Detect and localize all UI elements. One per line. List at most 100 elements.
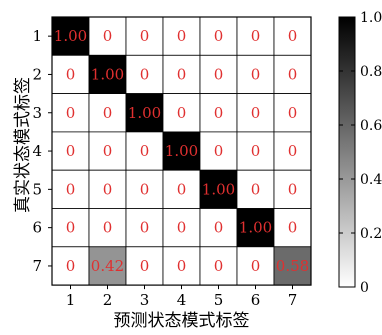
- cell-value-label: 0: [66, 65, 76, 83]
- cell-value-label: 0: [177, 65, 187, 83]
- cell-value-label: 0: [288, 180, 298, 198]
- x-tick-label: 4: [177, 291, 187, 309]
- colorbar-ticks: 0 0.2 0.4 0.6 0.8 1.0: [339, 10, 382, 296]
- heatmap-cell: [273, 54, 312, 94]
- heatmap-cell: [125, 169, 164, 209]
- cell-value-label: 0: [103, 104, 113, 122]
- cell-value-label: 0: [214, 257, 224, 275]
- y-tick-label: 7: [32, 257, 42, 275]
- cell-value-label: 0: [251, 65, 261, 83]
- heatmap-cell: [199, 54, 238, 94]
- colorbar-tick-label: 0.8: [360, 64, 382, 80]
- heatmap-cell: [162, 246, 201, 286]
- y-tick-label: 1: [32, 27, 42, 45]
- cell-value-label: 1.00: [239, 219, 272, 237]
- cell-value-label: 1.00: [202, 180, 235, 198]
- x-axis-title: 预测状态模式标签: [114, 311, 250, 331]
- cell-value-label: 0: [251, 142, 261, 160]
- cell-value-label: 0: [177, 219, 187, 237]
- heatmap-cell: [125, 54, 164, 94]
- heatmap-cell-labels: 1.00 0 0 0 0 0 0 0 1.00 0 0 0 0 0 0 0 1.00 0 0 0 0 0 0 0 1.00 0 0 0…: [54, 27, 309, 275]
- cell-value-label: 0: [214, 142, 224, 160]
- colorbar-tick-label: 0.6: [360, 118, 382, 134]
- cell-value-label: 0: [140, 27, 150, 45]
- cell-value-label: 0: [177, 180, 187, 198]
- colorbar-tick-label: 0.2: [360, 226, 382, 242]
- y-axis-title: 真实状态模式标签: [13, 77, 33, 213]
- heatmap-cell: [273, 208, 312, 248]
- heatmap-cell: [273, 131, 312, 171]
- colorbar-tick-label: 0.4: [360, 172, 382, 188]
- cell-value-label: 0: [288, 27, 298, 45]
- cell-value-label: 0: [140, 142, 150, 160]
- heatmap-cell: [88, 16, 127, 56]
- x-tick-label: 2: [103, 291, 113, 309]
- cell-value-label: 1.00: [165, 142, 198, 160]
- cell-value-label: 0: [66, 142, 76, 160]
- heatmap-cell: [162, 208, 201, 248]
- cell-value-label: 0: [140, 257, 150, 275]
- heatmap-cell: [51, 131, 90, 171]
- y-tick-label: 3: [32, 104, 42, 122]
- cell-value-label: 0: [251, 180, 261, 198]
- heatmap-cell: [51, 208, 90, 248]
- cell-value-label: 0: [251, 257, 261, 275]
- x-tick-label: 1: [66, 291, 76, 309]
- y-tick-label: 4: [32, 142, 42, 160]
- heatmap-cell: [236, 131, 275, 171]
- heatmap-cell: [236, 93, 275, 133]
- cell-value-label: 0: [288, 65, 298, 83]
- cell-value-label: 0.58: [276, 257, 309, 275]
- y-axis-ticks: 1 2 3 4 5 6 7: [32, 27, 52, 275]
- heatmap-cell: [273, 93, 312, 133]
- cell-value-label: 0: [103, 180, 113, 198]
- cell-value-label: 0: [251, 104, 261, 122]
- heatmap-cell: [199, 208, 238, 248]
- cell-value-label: 0.42: [91, 257, 124, 275]
- heatmap-cell: [125, 93, 164, 133]
- x-tick-label: 7: [288, 291, 298, 309]
- x-axis-ticks: 1 2 3 4 5 6 7: [66, 285, 298, 309]
- cell-value-label: 0: [214, 65, 224, 83]
- cell-value-label: 0: [140, 219, 150, 237]
- cell-value-label: 0: [103, 219, 113, 237]
- cell-value-label: 0: [214, 104, 224, 122]
- cell-value-label: 0: [177, 257, 187, 275]
- cell-value-label: 0: [214, 219, 224, 237]
- heatmap-cell: [199, 93, 238, 133]
- colorbar: [338, 16, 356, 288]
- y-tick-label: 2: [32, 65, 42, 83]
- heatmap-cell: [199, 246, 238, 286]
- y-tick-label: 5: [32, 180, 42, 198]
- cell-value-label: 0: [177, 104, 187, 122]
- cell-value-label: 0: [66, 180, 76, 198]
- heatmap-cell: [273, 246, 312, 286]
- cell-value-label: 0: [288, 104, 298, 122]
- cell-value-label: 0: [214, 27, 224, 45]
- cell-value-label: 0: [66, 104, 76, 122]
- heatmap-cell: [51, 16, 90, 56]
- cell-value-label: 0: [140, 180, 150, 198]
- heatmap-cell: [51, 246, 90, 286]
- cell-value-label: 0: [103, 142, 113, 160]
- cell-value-label: 0: [251, 27, 261, 45]
- colorbar-tick-label: 1.0: [360, 10, 382, 26]
- cell-value-label: 0: [140, 65, 150, 83]
- x-tick-label: 5: [214, 291, 224, 309]
- cell-value-label: 0: [177, 27, 187, 45]
- x-tick-label: 3: [140, 291, 150, 309]
- cell-value-label: 0: [66, 257, 76, 275]
- heatmap-cell: [51, 169, 90, 209]
- heatmap-cell: [88, 93, 127, 133]
- cell-value-label: 0: [288, 142, 298, 160]
- heatmap-cell: [88, 208, 127, 248]
- heatmap-cells: [51, 16, 312, 286]
- cell-value-label: 1.00: [128, 104, 161, 122]
- heatmap-cell: [88, 131, 127, 171]
- heatmap-cell: [125, 246, 164, 286]
- y-tick-label: 6: [32, 219, 42, 237]
- colorbar-tick-label: 0: [360, 280, 369, 296]
- cell-value-label: 1.00: [54, 27, 87, 45]
